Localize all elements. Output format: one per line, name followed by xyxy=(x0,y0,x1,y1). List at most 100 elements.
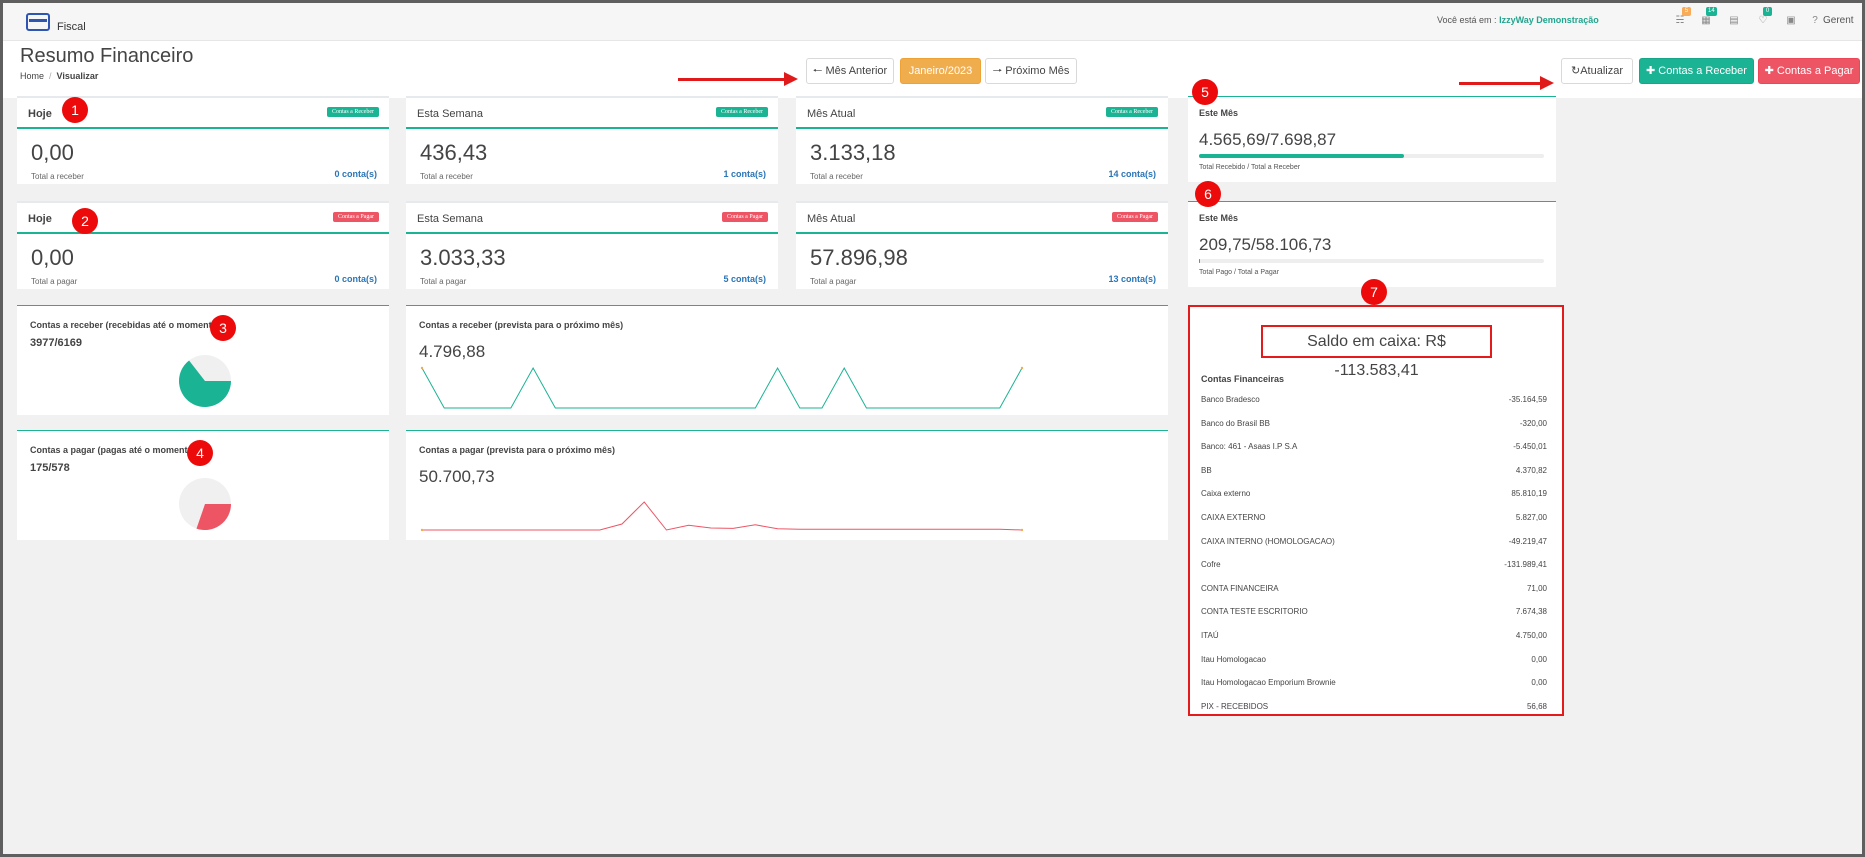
card-value: 209,75/58.106,73 xyxy=(1199,235,1332,254)
series-line xyxy=(421,366,1023,409)
fiscal-card-icon[interactable] xyxy=(26,13,50,31)
previous-month-button[interactable]: 🠐 Mês Anterior xyxy=(806,58,894,84)
annotation-marker-2: 2 xyxy=(72,208,98,234)
breadcrumb: Home / Visualizar xyxy=(20,71,98,81)
annotation-marker-4: 4 xyxy=(187,440,213,466)
account-name: Itau Homologacao xyxy=(1201,654,1266,664)
progress-track xyxy=(1199,154,1544,158)
card-tag: Contas a Pagar xyxy=(722,212,768,222)
chart-value: 3977/6169 xyxy=(30,337,82,349)
refresh-button[interactable]: ↻Atualizar xyxy=(1561,58,1633,84)
account-name: ITAÚ xyxy=(1201,630,1219,640)
add-contas-pagar-button[interactable]: ✚ Contas a Pagar xyxy=(1758,58,1860,84)
receber-pie-chart xyxy=(179,355,231,407)
progress-label: Total Recebido / Total a Receber xyxy=(1199,164,1301,171)
card-header: Mês Atual Contas a Receber xyxy=(796,98,1168,129)
annotation-arrow xyxy=(678,72,798,86)
pagar-semana-card: Esta Semana Contas a Pagar 3.033,33 Tota… xyxy=(406,201,778,289)
breadcrumb-separator: / xyxy=(49,71,52,81)
series-line xyxy=(422,501,1023,531)
add-contas-receber-button[interactable]: ✚ Contas a Receber xyxy=(1639,58,1754,84)
account-row: Banco Bradesco -35.164,59 xyxy=(1201,392,1547,416)
current-month-button[interactable]: Janeiro/2023 xyxy=(900,58,981,84)
sitemap-badge: 5 xyxy=(1682,7,1691,16)
page-header: Resumo Financeiro Home / Visualizar 🠐 Mês … xyxy=(3,41,1862,98)
app-window: Fiscal Você está em : IzzyWay Demonstraç… xyxy=(3,3,1862,854)
chart-value: 50.700,73 xyxy=(419,467,495,486)
module-title[interactable]: Fiscal xyxy=(57,21,86,33)
chart-value: 175/578 xyxy=(30,462,70,474)
account-name: Banco do Brasil BB xyxy=(1201,418,1270,428)
company-name[interactable]: IzzyWay Demonstração xyxy=(1499,15,1599,25)
card-title: Hoje xyxy=(28,213,52,225)
card-title: Mês Atual xyxy=(807,108,856,120)
card-count-link[interactable]: 1 conta(s) xyxy=(723,169,766,179)
card-tag: Contas a Receber xyxy=(716,107,768,117)
account-row: CONTA FINANCEIRA 71,00 xyxy=(1201,581,1547,605)
account-balance: 0,00 xyxy=(1531,678,1547,688)
arrow-right-icon: 🠒 xyxy=(992,65,1003,77)
plus-icon: ✚ xyxy=(1764,65,1774,77)
account-name: CONTA FINANCEIRA xyxy=(1201,583,1279,593)
refresh-label: Atualizar xyxy=(1580,65,1623,77)
card-title: Esta Semana xyxy=(417,213,484,225)
card-title: Esta Semana xyxy=(417,108,484,120)
next-month-button[interactable]: 🠒 Próximo Mês xyxy=(985,58,1077,84)
account-balance: 0,00 xyxy=(1531,654,1547,664)
account-row: Itau Homologacao 0,00 xyxy=(1201,652,1547,676)
bell-icon[interactable]: ♡ xyxy=(1758,15,1768,26)
card-count-link[interactable]: 13 conta(s) xyxy=(1108,274,1156,284)
account-name: CONTA TESTE ESCRITORIO xyxy=(1201,607,1308,617)
receber-mes-card: Mês Atual Contas a Receber 3.133,18 Tota… xyxy=(796,96,1168,184)
card-count-link[interactable]: 0 conta(s) xyxy=(334,169,377,179)
account-balance: -35.164,59 xyxy=(1508,395,1547,404)
account-balance: 56,68 xyxy=(1526,701,1547,711)
breadcrumb-current: Visualizar xyxy=(56,71,99,81)
card-tag: Contas a Receber xyxy=(1106,107,1158,117)
chart-title: Contas a pagar (pagas até o momento) xyxy=(30,445,197,455)
card-count-link[interactable]: 0 conta(s) xyxy=(334,274,377,284)
account-row: PIX - RECEBIDOS 56,68 xyxy=(1201,699,1547,723)
card-header: Hoje Contas a Pagar xyxy=(17,203,389,234)
annotation-marker-6: 6 xyxy=(1195,181,1221,207)
plus-icon: ✚ xyxy=(1646,65,1656,77)
card-subtitle: Total a receber xyxy=(31,172,84,181)
account-name: CAIXA INTERNO (HOMOLOGACAO) xyxy=(1201,536,1335,546)
chart-title: Contas a receber (prevista para o próxim… xyxy=(419,320,624,330)
grid-icon[interactable]: ▦ xyxy=(1701,15,1711,26)
card-tag: Contas a Receber xyxy=(327,107,379,117)
account-balance: 5.827,00 xyxy=(1515,512,1547,522)
list-icon[interactable]: ▤ xyxy=(1729,15,1739,26)
card-count-link[interactable]: 5 conta(s) xyxy=(723,274,766,284)
page-title: Resumo Financeiro xyxy=(20,45,194,67)
account-row: CAIXA INTERNO (HOMOLOGACAO) -49.219,47 xyxy=(1201,534,1547,558)
receber-semana-card: Esta Semana Contas a Receber 436,43 Tota… xyxy=(406,96,778,184)
account-row: Cofre -131.989,41 xyxy=(1201,557,1547,581)
breadcrumb-home[interactable]: Home xyxy=(20,71,45,81)
card-count-link[interactable]: 14 conta(s) xyxy=(1108,169,1156,179)
sitemap-icon[interactable]: ☵ xyxy=(1675,15,1685,26)
card-value: 57.896,98 xyxy=(810,245,908,270)
account-row: Caixa externo 85.810,19 xyxy=(1201,486,1547,510)
card-tag: Contas a Pagar xyxy=(1112,212,1158,222)
accounts-list: Banco Bradesco -35.164,59 Banco do Brasil … xyxy=(1201,392,1547,722)
account-name: Itau Homologacao Emporium Brownie xyxy=(1201,678,1336,688)
contas-receber-label: Contas a Receber xyxy=(1658,65,1747,77)
refresh-icon: ↻ xyxy=(1570,65,1581,77)
calendar-icon[interactable]: ▣ xyxy=(1786,15,1796,26)
company-location: Você está em : IzzyWay Demonstração xyxy=(1437,15,1599,25)
pagar-line-card: Contas a pagar (prevista para o próximo … xyxy=(406,430,1168,540)
receber-pie-card: Contas a receber (recebidas até o moment… xyxy=(17,305,389,415)
account-name: PIX - RECEBIDOS xyxy=(1201,701,1269,711)
user-menu[interactable]: Gerent xyxy=(1823,15,1854,26)
series-point xyxy=(1020,366,1024,370)
card-value: 3.133,18 xyxy=(810,140,896,165)
pagar-mes-card: Mês Atual Contas a Pagar 57.896,98 Total… xyxy=(796,201,1168,289)
saldo-panel: Saldo em caixa: R$ -113.583,41 Contas Fi… xyxy=(1188,305,1564,716)
receber-line-chart xyxy=(420,366,1024,409)
previous-month-label: Mês Anterior xyxy=(825,65,888,77)
help-icon[interactable]: ? xyxy=(1812,15,1818,26)
receber-line-card: Contas a receber (prevista para o próxim… xyxy=(406,305,1168,415)
account-row: ITAÚ 4.750,00 xyxy=(1201,628,1547,652)
series-point xyxy=(420,528,424,532)
